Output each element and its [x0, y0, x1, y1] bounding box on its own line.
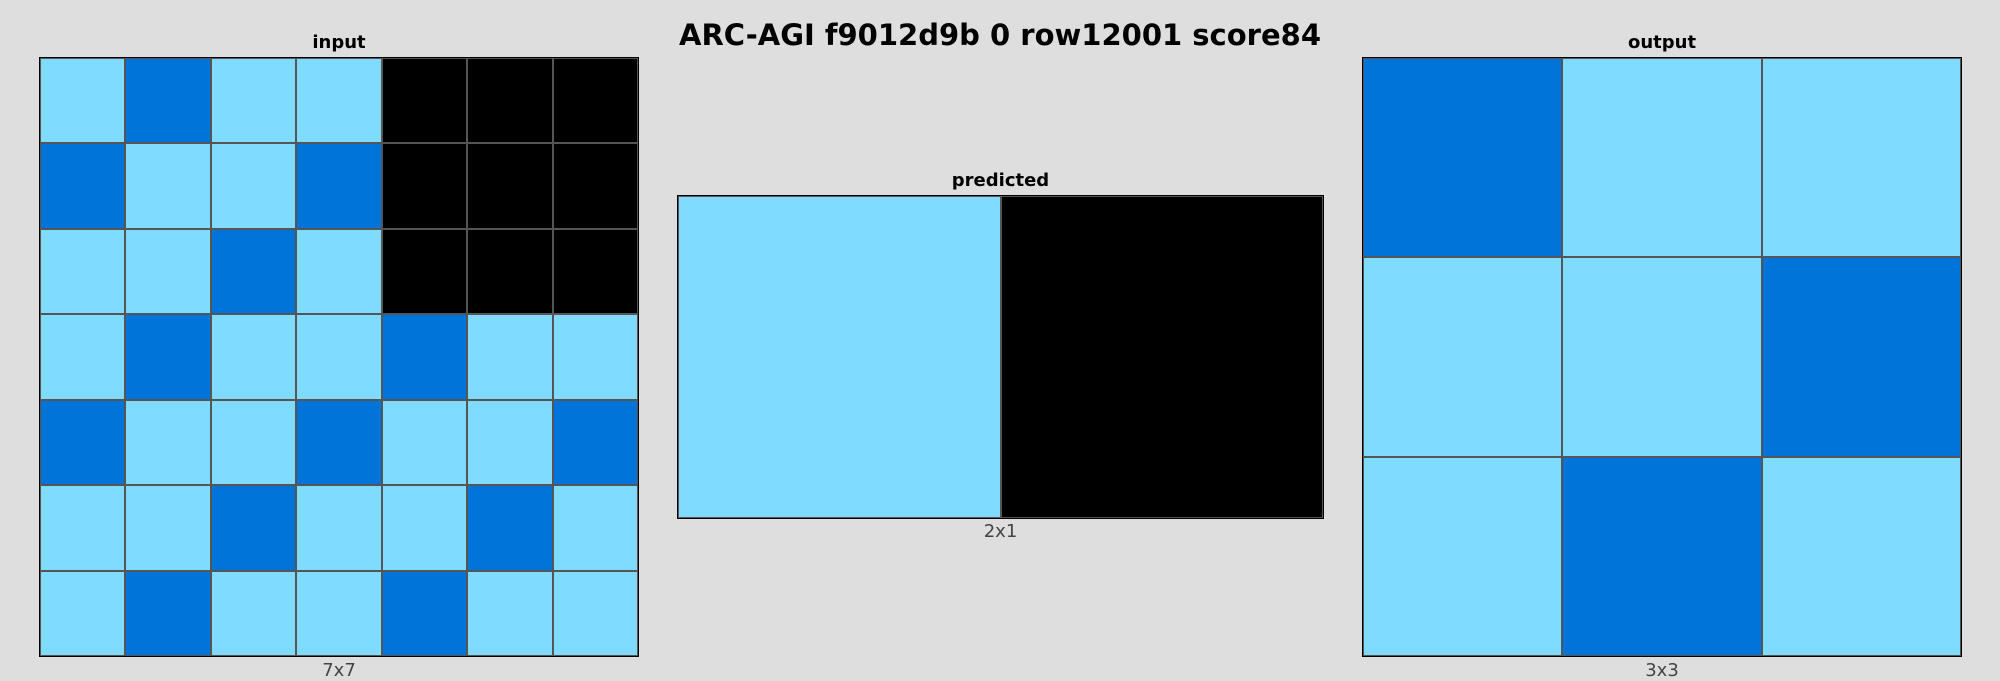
input-cell-r6-c5 [467, 570, 553, 656]
input-cell-r1-c0 [40, 143, 126, 229]
input-cell-r2-c3 [296, 228, 382, 315]
input-cell-r6-c3 [296, 570, 382, 656]
predicted-dims: 2x1 [983, 521, 1018, 542]
input-cell-r4-c2 [210, 399, 297, 486]
output-cell-r0-c2 [1761, 58, 1961, 258]
input-cell-r5-c6 [552, 485, 638, 571]
input-cell-r6-c2 [210, 570, 297, 656]
predicted-grid [677, 195, 1324, 519]
page-title: ARC-AGI f9012d9b 0 row12001 score84 [679, 18, 1321, 52]
input-cell-r5-c0 [40, 485, 126, 571]
output-cell-r0-c0 [1363, 58, 1563, 258]
input-cell-r2-c6 [552, 228, 638, 315]
input-title: input [312, 32, 366, 53]
input-cell-r2-c0 [40, 228, 126, 315]
input-cell-r5-c2 [210, 485, 297, 571]
input-cell-r2-c5 [467, 228, 553, 315]
input-cell-r6-c0 [40, 570, 126, 656]
input-cell-r1-c6 [552, 143, 638, 229]
output-cell-r1-c2 [1761, 257, 1961, 457]
output-grid [1362, 57, 1962, 657]
predicted-cell-r0-c0 [678, 196, 1001, 518]
input-cell-r3-c0 [40, 314, 126, 400]
input-cell-r3-c6 [552, 314, 638, 400]
output-title: output [1627, 32, 1697, 53]
input-cell-r4-c0 [40, 399, 126, 486]
input-cell-r0-c6 [552, 58, 638, 144]
input-cell-r3-c1 [125, 314, 211, 400]
input-cell-r1-c5 [467, 143, 553, 229]
input-cell-r1-c4 [381, 143, 468, 229]
input-cell-r0-c1 [125, 58, 211, 144]
input-cell-r2-c4 [381, 228, 468, 315]
input-cell-r4-c4 [381, 399, 468, 486]
output-cell-r2-c2 [1761, 456, 1961, 656]
input-cell-r1-c1 [125, 143, 211, 229]
input-cell-r5-c4 [381, 485, 468, 571]
input-cell-r6-c1 [125, 570, 211, 656]
input-cell-r6-c4 [381, 570, 468, 656]
input-cell-r5-c5 [467, 485, 553, 571]
input-cell-r4-c1 [125, 399, 211, 486]
input-cell-r5-c3 [296, 485, 382, 571]
output-cell-r2-c1 [1562, 456, 1762, 656]
input-cell-r0-c2 [210, 58, 297, 144]
output-panel: output 3x3 [1362, 32, 1962, 681]
output-cell-r2-c0 [1363, 456, 1563, 656]
input-grid [39, 57, 639, 657]
input-cell-r3-c4 [381, 314, 468, 400]
input-panel: input 7x7 [39, 32, 639, 681]
input-cell-r3-c2 [210, 314, 297, 400]
input-cell-r0-c0 [40, 58, 126, 144]
predicted-title: predicted [951, 170, 1050, 191]
input-cell-r4-c3 [296, 399, 382, 486]
output-cell-r1-c1 [1562, 257, 1762, 457]
input-cell-r2-c2 [210, 228, 297, 315]
input-cell-r2-c1 [125, 228, 211, 315]
output-cell-r1-c0 [1363, 257, 1563, 457]
input-cell-r0-c4 [381, 58, 468, 144]
input-cell-r5-c1 [125, 485, 211, 571]
input-cell-r6-c6 [552, 570, 638, 656]
input-cell-r0-c3 [296, 58, 382, 144]
input-cell-r1-c2 [210, 143, 297, 229]
output-cell-r0-c1 [1562, 58, 1762, 258]
input-cell-r3-c3 [296, 314, 382, 400]
predicted-panel: predicted 2x1 [677, 170, 1324, 545]
predicted-cell-r0-c1 [1000, 196, 1323, 518]
input-cell-r4-c5 [467, 399, 553, 486]
input-cell-r4-c6 [552, 399, 638, 486]
input-cell-r0-c5 [467, 58, 553, 144]
input-cell-r1-c3 [296, 143, 382, 229]
input-cell-r3-c5 [467, 314, 553, 400]
